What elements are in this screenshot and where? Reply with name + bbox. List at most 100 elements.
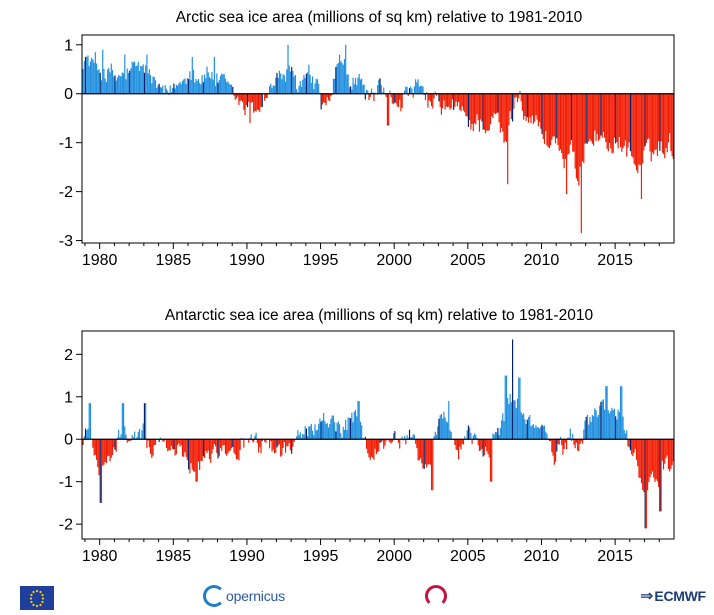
antarctic-bar-440 bbox=[622, 417, 623, 440]
antarctic-bar-169 bbox=[290, 439, 291, 450]
antarctic-bar-308 bbox=[460, 439, 461, 449]
antarctic-bar-384 bbox=[554, 439, 555, 465]
antarctic-bar-12 bbox=[97, 439, 98, 467]
arctic-bar-115 bbox=[224, 74, 225, 94]
antarctic-bar-297 bbox=[447, 422, 448, 439]
antarctic-bar-469 bbox=[658, 439, 659, 487]
arctic-bar-207 bbox=[337, 64, 338, 94]
antarctic-bar-116 bbox=[225, 439, 226, 454]
arctic-chart: Arctic sea ice area (millions of sq km) … bbox=[59, 9, 674, 269]
antarctic-bar-212 bbox=[343, 427, 344, 439]
arctic-bar-327 bbox=[484, 94, 485, 130]
arctic-bar-462 bbox=[649, 94, 650, 152]
antarctic-x-tick-label: 1985 bbox=[156, 548, 192, 565]
arctic-bar-413 bbox=[589, 94, 590, 139]
arctic-bar-369 bbox=[535, 94, 536, 115]
antarctic-bar-113 bbox=[221, 439, 222, 451]
antarctic-bar-353 bbox=[516, 408, 517, 439]
antarctic-bar-365 bbox=[530, 426, 531, 439]
arctic-bar-437 bbox=[619, 94, 620, 137]
arctic-bar-3 bbox=[86, 57, 87, 94]
arctic-bar-0 bbox=[82, 69, 83, 94]
antarctic-bar-458 bbox=[645, 439, 646, 528]
arctic-bar-264 bbox=[406, 87, 407, 94]
arctic-bar-406 bbox=[581, 94, 582, 233]
arctic-bar-394 bbox=[566, 94, 567, 194]
arctic-bar-445 bbox=[629, 94, 630, 143]
antarctic-bar-239 bbox=[376, 439, 377, 454]
arctic-bar-141 bbox=[256, 94, 257, 112]
arctic-bar-282 bbox=[429, 94, 430, 100]
arctic-bar-65 bbox=[162, 86, 163, 94]
antarctic-bar-291 bbox=[440, 415, 441, 439]
antarctic-bar-2 bbox=[85, 429, 86, 440]
arctic-bar-456 bbox=[642, 94, 643, 164]
antarctic-bar-319 bbox=[474, 433, 475, 439]
antarctic-bar-305 bbox=[457, 439, 458, 450]
antarctic-bar-187 bbox=[312, 431, 313, 439]
antarctic-bar-124 bbox=[235, 439, 236, 454]
arctic-bar-110 bbox=[217, 83, 218, 94]
arctic-bar-316 bbox=[470, 94, 471, 130]
arctic-bar-469 bbox=[658, 94, 659, 142]
antarctic-bar-170 bbox=[291, 439, 292, 453]
antarctic-bar-316 bbox=[470, 433, 471, 439]
antarctic-bar-475 bbox=[665, 439, 666, 458]
arctic-bar-163 bbox=[283, 74, 284, 94]
arctic-bar-53 bbox=[148, 73, 149, 93]
arctic-bar-135 bbox=[248, 94, 249, 102]
arctic-bar-390 bbox=[561, 94, 562, 153]
antarctic-bar-195 bbox=[322, 420, 323, 439]
arctic-bar-120 bbox=[230, 85, 231, 94]
arctic-bar-364 bbox=[529, 94, 530, 118]
arctic-bar-255 bbox=[395, 94, 396, 104]
arctic-bar-336 bbox=[495, 94, 496, 115]
arctic-bar-127 bbox=[238, 94, 239, 105]
arctic-bar-395 bbox=[567, 94, 568, 155]
arctic-bar-455 bbox=[641, 94, 642, 199]
antarctic-bar-277 bbox=[422, 439, 423, 468]
antarctic-bars bbox=[82, 339, 673, 528]
arctic-bar-99 bbox=[204, 74, 205, 93]
arctic-bar-16 bbox=[102, 50, 103, 94]
antarctic-bar-235 bbox=[371, 439, 372, 457]
arctic-bar-130 bbox=[242, 94, 243, 102]
arctic-bar-12 bbox=[97, 70, 98, 94]
antarctic-bar-298 bbox=[448, 401, 449, 439]
antarctic-bar-388 bbox=[559, 439, 560, 445]
arctic-bar-329 bbox=[486, 94, 487, 131]
arctic-bar-396 bbox=[568, 94, 569, 154]
arctic-bar-405 bbox=[580, 94, 581, 167]
arctic-bar-449 bbox=[634, 94, 635, 164]
antarctic-bar-197 bbox=[324, 421, 325, 439]
arctic-bar-92 bbox=[195, 79, 196, 94]
arctic-bar-29 bbox=[118, 75, 119, 94]
arctic-bar-318 bbox=[473, 94, 474, 131]
antarctic-bar-450 bbox=[635, 439, 636, 449]
arctic-bar-144 bbox=[259, 94, 260, 112]
arctic-bar-347 bbox=[508, 94, 509, 126]
antarctic-bar-299 bbox=[449, 430, 450, 439]
antarctic-bar-366 bbox=[532, 425, 533, 439]
arctic-bar-402 bbox=[576, 94, 577, 179]
antarctic-bar-476 bbox=[667, 439, 668, 455]
arctic-bar-377 bbox=[545, 94, 546, 131]
arctic-bar-461 bbox=[648, 94, 649, 139]
arctic-bar-183 bbox=[307, 72, 308, 93]
antarctic-bar-181 bbox=[305, 426, 306, 439]
antarctic-bar-105 bbox=[211, 439, 212, 453]
antarctic-bar-279 bbox=[425, 439, 426, 464]
arctic-bar-159 bbox=[278, 78, 279, 94]
antarctic-bar-470 bbox=[659, 439, 660, 511]
antarctic-bar-368 bbox=[534, 428, 535, 439]
arctic-bar-7 bbox=[91, 58, 92, 94]
antarctic-bar-446 bbox=[630, 439, 631, 450]
ecmwf-logo: ⇒ ECMWF bbox=[640, 582, 706, 610]
arctic-bar-27 bbox=[116, 81, 117, 94]
antarctic-bar-193 bbox=[319, 418, 320, 439]
arctic-bar-260 bbox=[402, 94, 403, 108]
antarctic-bar-202 bbox=[330, 419, 331, 440]
arctic-bar-367 bbox=[533, 94, 534, 124]
antarctic-bar-93 bbox=[197, 439, 198, 481]
antarctic-bar-144 bbox=[259, 439, 260, 447]
